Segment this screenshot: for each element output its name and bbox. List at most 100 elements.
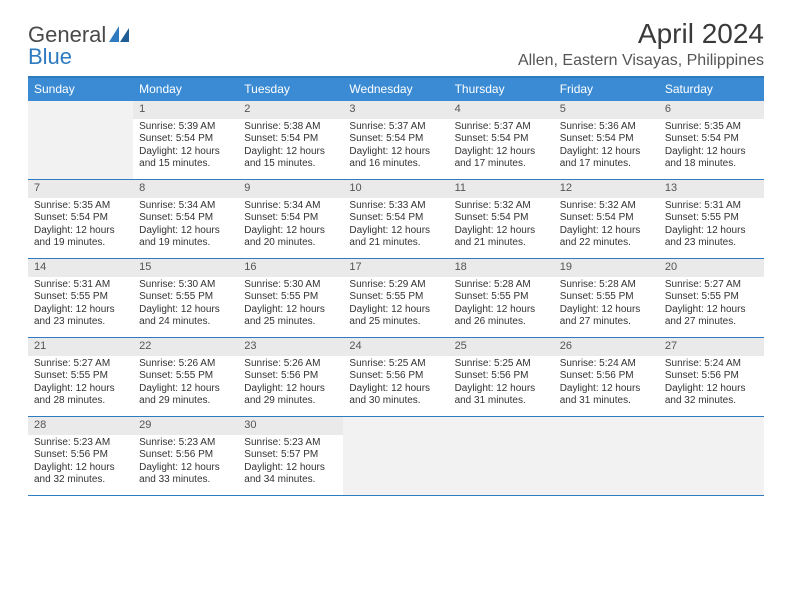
month-title: April 2024 (518, 18, 764, 50)
daylight-text: Daylight: 12 hours and 17 minutes. (560, 146, 655, 171)
day-header-mon: Monday (133, 78, 238, 101)
sunset-text: Sunset: 5:54 PM (244, 133, 339, 146)
sunrise-text: Sunrise: 5:28 AM (560, 279, 655, 292)
week-row: 14Sunrise: 5:31 AMSunset: 5:55 PMDayligh… (28, 259, 764, 338)
day-number: 15 (133, 259, 238, 277)
week-row: 7Sunrise: 5:35 AMSunset: 5:54 PMDaylight… (28, 180, 764, 259)
day-number (554, 417, 659, 435)
daylight-text: Daylight: 12 hours and 30 minutes. (349, 383, 444, 408)
day-cell: 13Sunrise: 5:31 AMSunset: 5:55 PMDayligh… (659, 180, 764, 258)
day-cell (449, 417, 554, 495)
daylight-text: Daylight: 12 hours and 21 minutes. (349, 225, 444, 250)
day-cell: 17Sunrise: 5:29 AMSunset: 5:55 PMDayligh… (343, 259, 448, 337)
calendar-grid: Sunday Monday Tuesday Wednesday Thursday… (28, 76, 764, 496)
day-cell: 7Sunrise: 5:35 AMSunset: 5:54 PMDaylight… (28, 180, 133, 258)
day-number: 26 (554, 338, 659, 356)
sunrise-text: Sunrise: 5:23 AM (34, 437, 129, 450)
sunrise-text: Sunrise: 5:35 AM (34, 200, 129, 213)
day-body: Sunrise: 5:24 AMSunset: 5:56 PMDaylight:… (659, 356, 764, 412)
sunrise-text: Sunrise: 5:23 AM (139, 437, 234, 450)
sunset-text: Sunset: 5:54 PM (349, 133, 444, 146)
sunrise-text: Sunrise: 5:26 AM (139, 358, 234, 371)
day-cell: 16Sunrise: 5:30 AMSunset: 5:55 PMDayligh… (238, 259, 343, 337)
day-cell: 5Sunrise: 5:36 AMSunset: 5:54 PMDaylight… (554, 101, 659, 179)
weeks-container: 1Sunrise: 5:39 AMSunset: 5:54 PMDaylight… (28, 101, 764, 496)
day-cell: 25Sunrise: 5:25 AMSunset: 5:56 PMDayligh… (449, 338, 554, 416)
logo-word2: Blue (28, 44, 72, 69)
sunrise-text: Sunrise: 5:36 AM (560, 121, 655, 134)
sunset-text: Sunset: 5:55 PM (139, 291, 234, 304)
day-number: 9 (238, 180, 343, 198)
day-cell: 24Sunrise: 5:25 AMSunset: 5:56 PMDayligh… (343, 338, 448, 416)
daylight-text: Daylight: 12 hours and 32 minutes. (665, 383, 760, 408)
daylight-text: Daylight: 12 hours and 25 minutes. (244, 304, 339, 329)
day-header-tue: Tuesday (238, 78, 343, 101)
sunrise-text: Sunrise: 5:31 AM (34, 279, 129, 292)
sunrise-text: Sunrise: 5:24 AM (560, 358, 655, 371)
sunrise-text: Sunrise: 5:26 AM (244, 358, 339, 371)
daylight-text: Daylight: 12 hours and 15 minutes. (244, 146, 339, 171)
sunset-text: Sunset: 5:54 PM (455, 133, 550, 146)
sunset-text: Sunset: 5:55 PM (139, 370, 234, 383)
sunset-text: Sunset: 5:55 PM (34, 291, 129, 304)
day-cell: 22Sunrise: 5:26 AMSunset: 5:55 PMDayligh… (133, 338, 238, 416)
day-number: 24 (343, 338, 448, 356)
sunset-text: Sunset: 5:56 PM (139, 449, 234, 462)
daylight-text: Daylight: 12 hours and 25 minutes. (349, 304, 444, 329)
sunrise-text: Sunrise: 5:32 AM (560, 200, 655, 213)
day-cell: 28Sunrise: 5:23 AMSunset: 5:56 PMDayligh… (28, 417, 133, 495)
day-cell: 18Sunrise: 5:28 AMSunset: 5:55 PMDayligh… (449, 259, 554, 337)
day-header-fri: Friday (554, 78, 659, 101)
daylight-text: Daylight: 12 hours and 24 minutes. (139, 304, 234, 329)
calendar-page: General Blue April 2024 Allen, Eastern V… (0, 0, 792, 506)
daylight-text: Daylight: 12 hours and 23 minutes. (665, 225, 760, 250)
day-body: Sunrise: 5:35 AMSunset: 5:54 PMDaylight:… (28, 198, 133, 254)
day-header-sat: Saturday (659, 78, 764, 101)
day-cell: 29Sunrise: 5:23 AMSunset: 5:56 PMDayligh… (133, 417, 238, 495)
daylight-text: Daylight: 12 hours and 19 minutes. (139, 225, 234, 250)
week-row: 28Sunrise: 5:23 AMSunset: 5:56 PMDayligh… (28, 417, 764, 496)
sunset-text: Sunset: 5:55 PM (455, 291, 550, 304)
day-number: 27 (659, 338, 764, 356)
day-cell: 20Sunrise: 5:27 AMSunset: 5:55 PMDayligh… (659, 259, 764, 337)
day-number: 20 (659, 259, 764, 277)
daylight-text: Daylight: 12 hours and 21 minutes. (455, 225, 550, 250)
daylight-text: Daylight: 12 hours and 31 minutes. (560, 383, 655, 408)
daylight-text: Daylight: 12 hours and 27 minutes. (665, 304, 760, 329)
day-body: Sunrise: 5:37 AMSunset: 5:54 PMDaylight:… (343, 119, 448, 175)
day-number: 2 (238, 101, 343, 119)
sunrise-text: Sunrise: 5:34 AM (139, 200, 234, 213)
week-row: 1Sunrise: 5:39 AMSunset: 5:54 PMDaylight… (28, 101, 764, 180)
sunrise-text: Sunrise: 5:38 AM (244, 121, 339, 134)
day-number (449, 417, 554, 435)
sunrise-text: Sunrise: 5:28 AM (455, 279, 550, 292)
day-body: Sunrise: 5:37 AMSunset: 5:54 PMDaylight:… (449, 119, 554, 175)
day-number: 3 (343, 101, 448, 119)
week-row: 21Sunrise: 5:27 AMSunset: 5:55 PMDayligh… (28, 338, 764, 417)
day-cell: 19Sunrise: 5:28 AMSunset: 5:55 PMDayligh… (554, 259, 659, 337)
sunrise-text: Sunrise: 5:37 AM (349, 121, 444, 134)
day-number: 30 (238, 417, 343, 435)
daylight-text: Daylight: 12 hours and 28 minutes. (34, 383, 129, 408)
day-cell (659, 417, 764, 495)
day-cell: 14Sunrise: 5:31 AMSunset: 5:55 PMDayligh… (28, 259, 133, 337)
day-cell: 21Sunrise: 5:27 AMSunset: 5:55 PMDayligh… (28, 338, 133, 416)
daylight-text: Daylight: 12 hours and 20 minutes. (244, 225, 339, 250)
sunrise-text: Sunrise: 5:32 AM (455, 200, 550, 213)
day-cell (554, 417, 659, 495)
day-number (343, 417, 448, 435)
day-body: Sunrise: 5:34 AMSunset: 5:54 PMDaylight:… (238, 198, 343, 254)
sunset-text: Sunset: 5:54 PM (34, 212, 129, 225)
day-body: Sunrise: 5:27 AMSunset: 5:55 PMDaylight:… (659, 277, 764, 333)
sunset-text: Sunset: 5:54 PM (244, 212, 339, 225)
day-number: 1 (133, 101, 238, 119)
day-number: 19 (554, 259, 659, 277)
day-cell: 1Sunrise: 5:39 AMSunset: 5:54 PMDaylight… (133, 101, 238, 179)
day-number: 14 (28, 259, 133, 277)
sunset-text: Sunset: 5:55 PM (665, 291, 760, 304)
sunrise-text: Sunrise: 5:27 AM (34, 358, 129, 371)
daylight-text: Daylight: 12 hours and 16 minutes. (349, 146, 444, 171)
day-number: 25 (449, 338, 554, 356)
sunset-text: Sunset: 5:56 PM (560, 370, 655, 383)
day-body: Sunrise: 5:32 AMSunset: 5:54 PMDaylight:… (449, 198, 554, 254)
